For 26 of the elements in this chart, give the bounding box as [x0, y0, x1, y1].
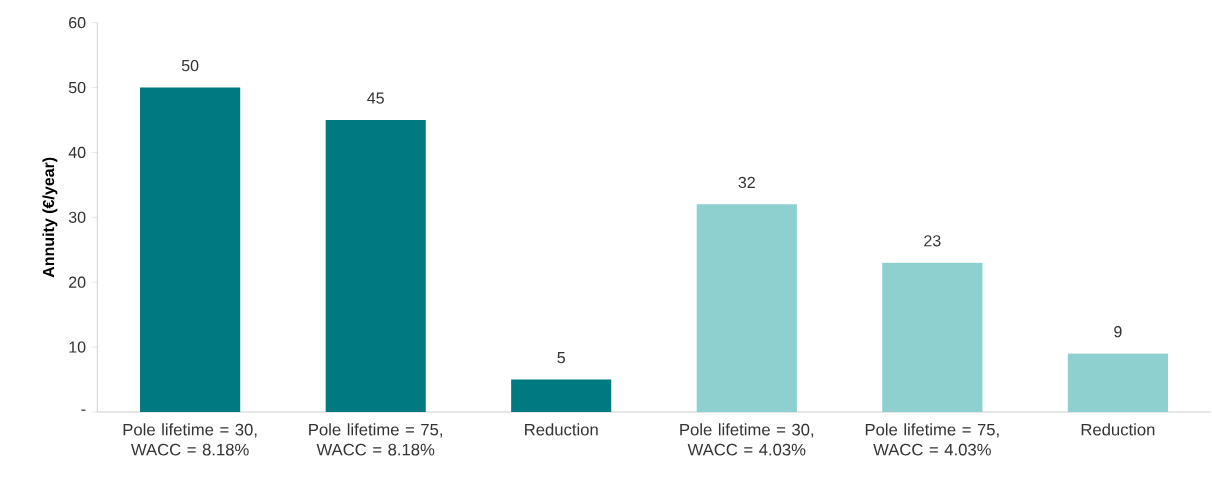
data-label: 23 — [924, 235, 941, 247]
data-label: 50 — [181, 59, 199, 72]
data-label: 9 — [1114, 326, 1122, 338]
bar — [882, 262, 983, 412]
y-tick-label: 10 — [69, 341, 86, 353]
x-tick-label: Reduction — [1081, 423, 1155, 436]
data-label: 45 — [367, 92, 384, 104]
y-tick-label: 60 — [69, 17, 86, 29]
x-tick-label: Pole lifetime = 75, WACC = 4.03% — [865, 423, 999, 456]
y-tick-label: 30 — [68, 211, 86, 223]
bar — [696, 204, 797, 412]
y-tick-label: - — [81, 409, 86, 411]
x-tick-label: Pole lifetime = 30, WACC = 8.18% — [123, 423, 257, 456]
y-tick-label: 50 — [68, 81, 86, 94]
x-tick-label: Pole lifetime = 75, WACC = 8.18% — [309, 423, 442, 456]
data-label: 5 — [557, 352, 565, 364]
y-tick-label: 40 — [68, 146, 86, 159]
bar — [511, 379, 612, 412]
x-tick-label: Reduction — [525, 423, 598, 436]
bar — [140, 87, 241, 412]
y-tick-label: 20 — [69, 276, 86, 288]
x-tick-label: Pole lifetime = 30, WACC = 4.03% — [680, 423, 814, 456]
bar — [1067, 353, 1168, 412]
y-axis-title: Annuity (€/year) — [42, 157, 58, 278]
data-label: 32 — [738, 176, 755, 189]
bar — [325, 119, 426, 412]
